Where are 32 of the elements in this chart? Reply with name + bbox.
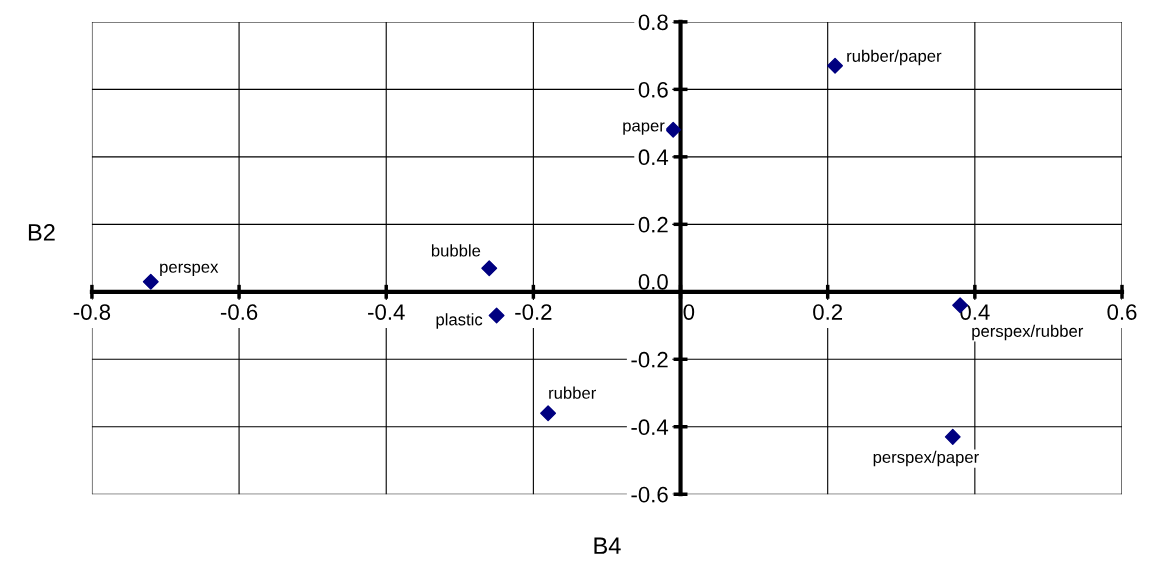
point <box>944 428 961 445</box>
annotation: perspex <box>160 263 219 277</box>
annotation: plastic <box>436 313 483 329</box>
annotation: perspex/paper <box>873 450 979 467</box>
point <box>665 121 682 138</box>
point <box>481 260 498 277</box>
x-tick-label: 0 <box>683 304 695 320</box>
x-tick-label: -0.6 <box>220 304 258 320</box>
x-axis-title: B4 <box>594 537 621 554</box>
x-tick-label: 0.2 <box>813 304 843 320</box>
x-tick-label: 0.6 <box>1107 304 1137 320</box>
annotation: perspex/rubber <box>972 324 1084 341</box>
y-tick-label: -0.4 <box>631 419 669 436</box>
point <box>488 307 505 324</box>
y-tick-label: -0.6 <box>631 486 668 503</box>
annotation: rubber/paper <box>847 49 942 66</box>
annotation: paper <box>623 122 665 135</box>
y-tick-label: 0.4 <box>638 149 669 166</box>
point <box>827 57 844 74</box>
y-tick-label: -0.2 <box>631 351 668 368</box>
y-tick-label: 0.8 <box>638 14 668 31</box>
point <box>540 405 557 422</box>
annotation: rubber <box>549 386 596 399</box>
x-tick-label: -0.2 <box>515 304 552 320</box>
y-tick-label: 0.0 <box>638 273 668 290</box>
y-axis-title: B2 <box>28 224 55 241</box>
y-tick-label: 0.6 <box>638 81 668 98</box>
x-tick-label: -0.4 <box>368 304 405 320</box>
annotation: bubble <box>431 244 481 257</box>
y-tick-label: 0.2 <box>638 216 668 233</box>
x-tick-label: -0.8 <box>73 304 111 320</box>
point <box>142 273 159 290</box>
